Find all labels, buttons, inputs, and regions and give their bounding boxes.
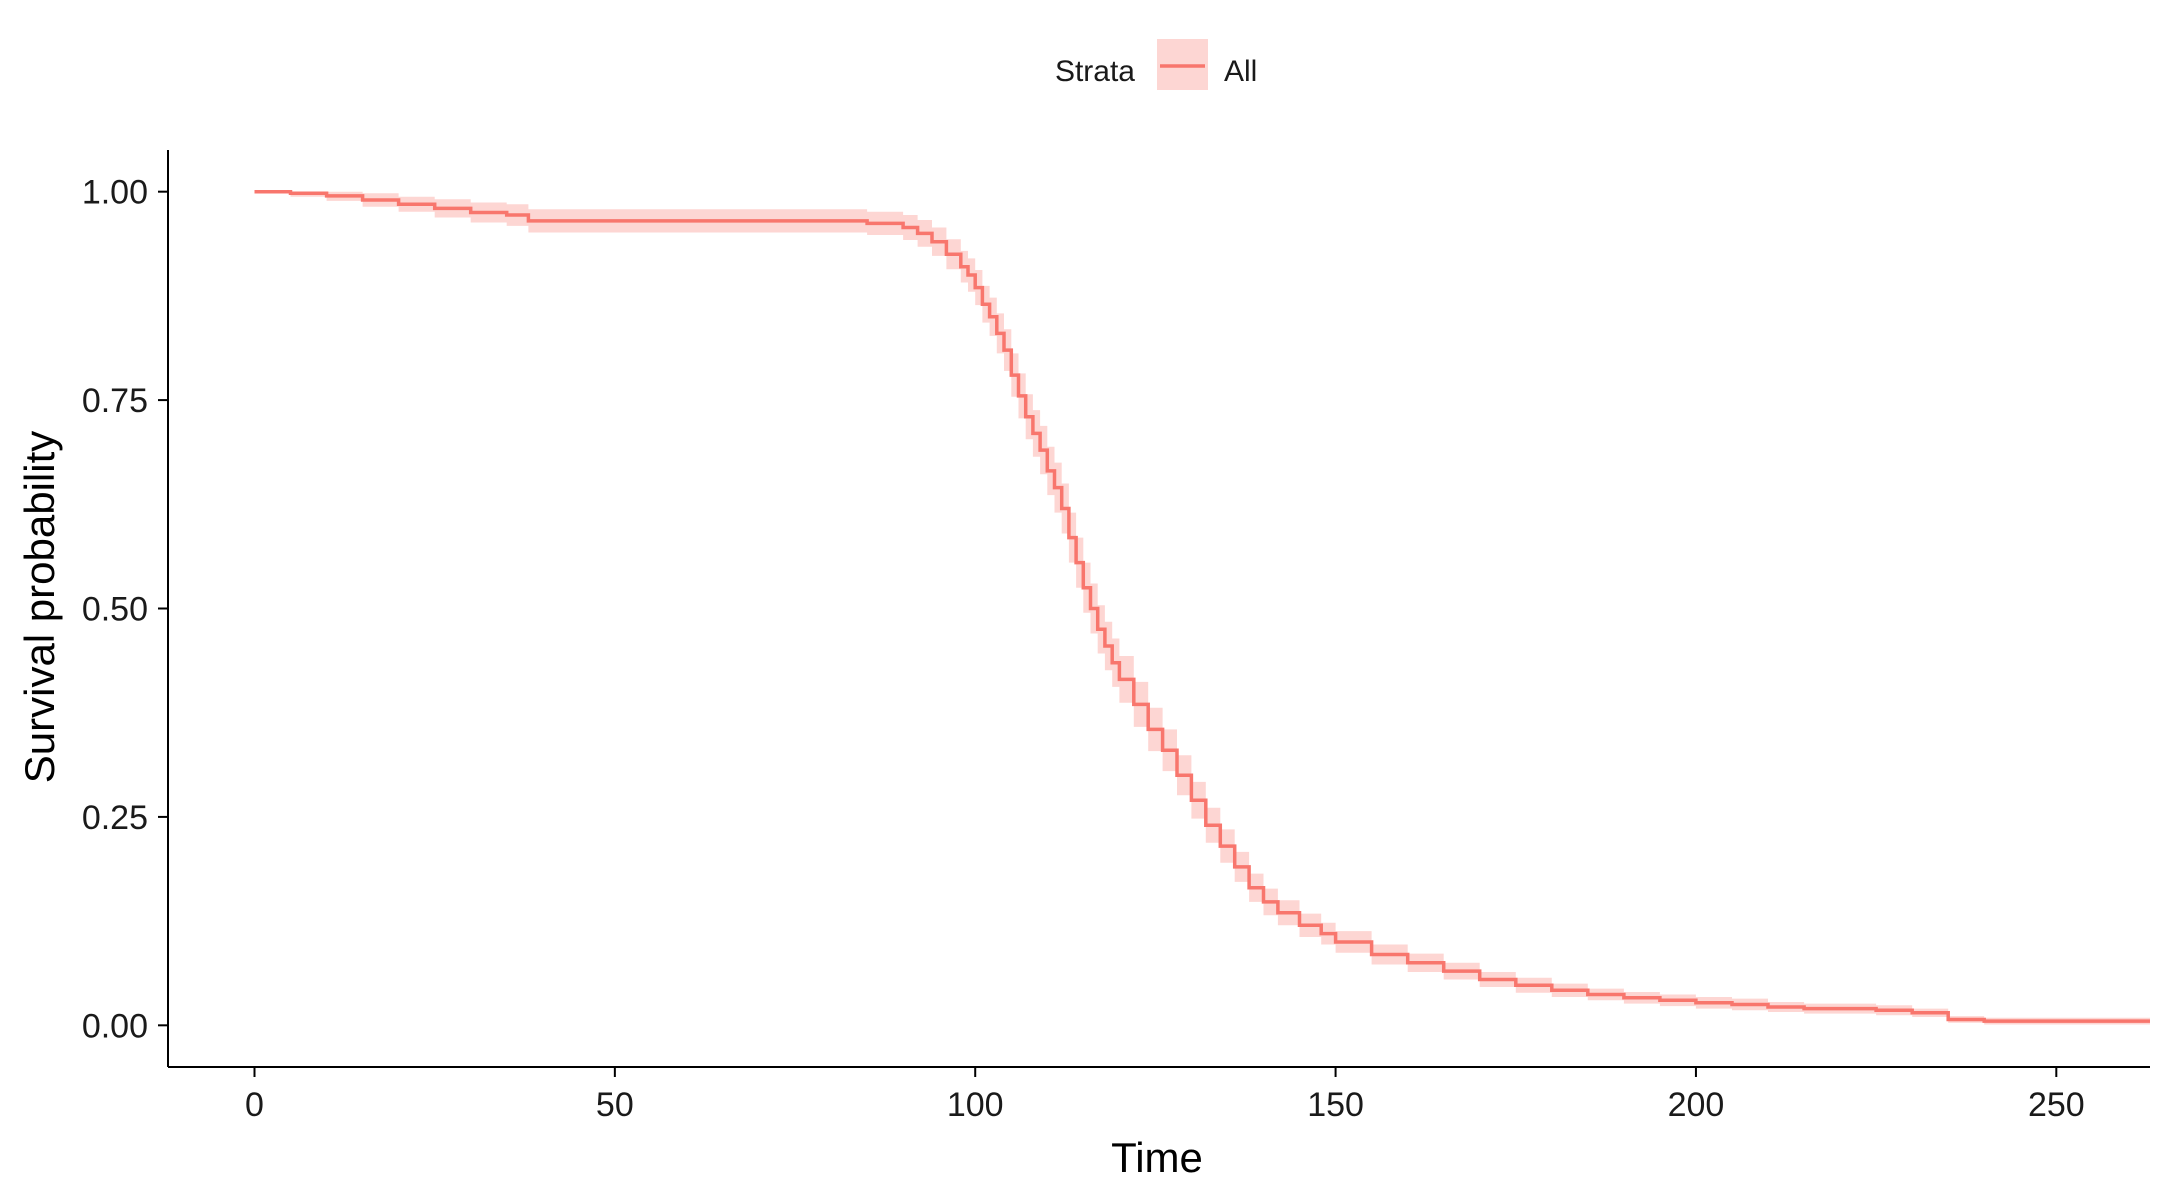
axes [167,150,2150,1068]
y-tick-label: 0.00 [82,1007,148,1045]
y-tick-label: 1.00 [82,174,148,212]
y-axis-title: Survival probability [16,431,63,784]
confidence-band-layer [254,191,2150,1025]
confidence-band [254,191,2150,1025]
legend-title: Strata [1055,55,1135,88]
x-axis-title: Time [1111,1134,1203,1181]
x-tick-label: 150 [1307,1086,1364,1124]
y-axis-ticks: 0.00 0.25 0.50 0.75 1.00 [82,174,168,1045]
x-axis-ticks: 0 50 100 150 200 250 [245,1067,2085,1124]
y-tick-label: 0.50 [82,591,148,629]
x-tick-label: 200 [1668,1086,1725,1124]
x-tick-label: 250 [2028,1086,2085,1124]
x-tick-label: 50 [596,1086,634,1124]
legend-entry-all: All [1224,55,1257,88]
survival-curve [254,189,2150,1023]
legend: Strata All [1055,39,1257,90]
y-tick-label: 0.75 [82,382,148,420]
y-tick-label: 0.25 [82,799,148,837]
x-tick-label: 100 [947,1086,1004,1124]
survival-line-layer [254,189,2150,1023]
x-tick-label: 0 [245,1086,264,1124]
